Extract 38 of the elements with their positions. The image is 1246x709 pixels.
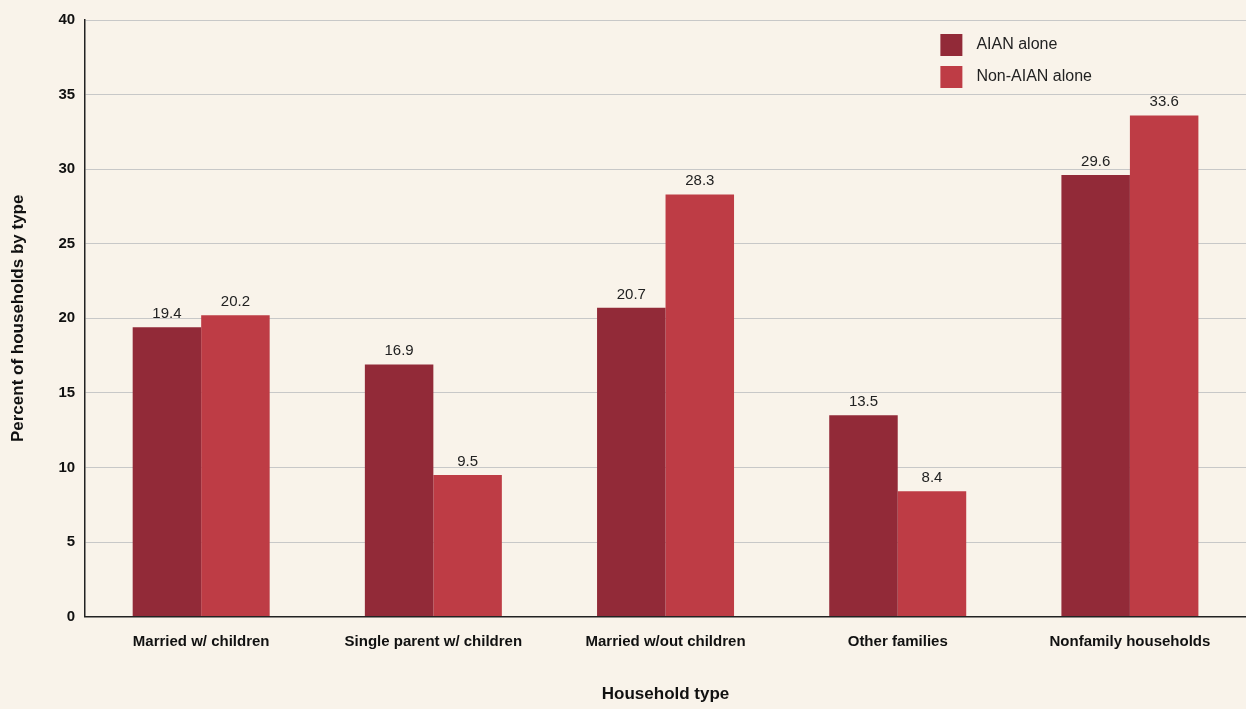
bar [597,307,666,617]
y-tick-label: 20 [58,308,76,326]
x-axis-title: Household type [601,684,730,704]
y-tick-label: 30 [58,159,76,177]
bar [897,491,967,617]
data-label: 28.3 [685,171,715,189]
x-tick-label: Other families [847,631,948,649]
x-tick-label: Married w/out children [585,631,746,649]
data-label: 9.5 [457,451,479,469]
legend-label: Non-AIAN alone [976,67,1093,85]
data-label: 20.2 [220,291,251,309]
bar [665,194,735,617]
y-tick-label: 5 [66,532,76,550]
bar [1061,175,1130,617]
y-tick-label: 25 [58,233,76,251]
bar [1129,115,1199,617]
data-label: 8.4 [921,467,943,485]
bar [201,315,270,617]
data-label: 16.9 [384,341,414,359]
data-label: 13.5 [848,391,879,409]
x-tick-label: Single parent w/ children [344,631,523,649]
data-label: 29.6 [1081,151,1111,169]
bar [433,474,502,617]
y-tick-label: 10 [58,457,76,475]
bar [829,415,898,617]
x-tick-label: Nonfamily households [1049,631,1211,649]
y-tick-label: 15 [58,383,76,401]
data-label: 20.7 [616,284,646,302]
data-label: 19.4 [152,303,182,321]
bar [132,327,202,617]
y-tick-label: 40 [58,10,76,28]
y-axis-title: Percent of households by type [7,194,27,443]
bar [364,364,434,617]
y-tick-label: 0 [66,606,76,624]
legend-label: AIAN alone [976,35,1058,53]
y-tick-label: 35 [58,84,76,102]
x-tick-label: Married w/ children [132,631,270,649]
data-label: 33.6 [1149,92,1179,110]
